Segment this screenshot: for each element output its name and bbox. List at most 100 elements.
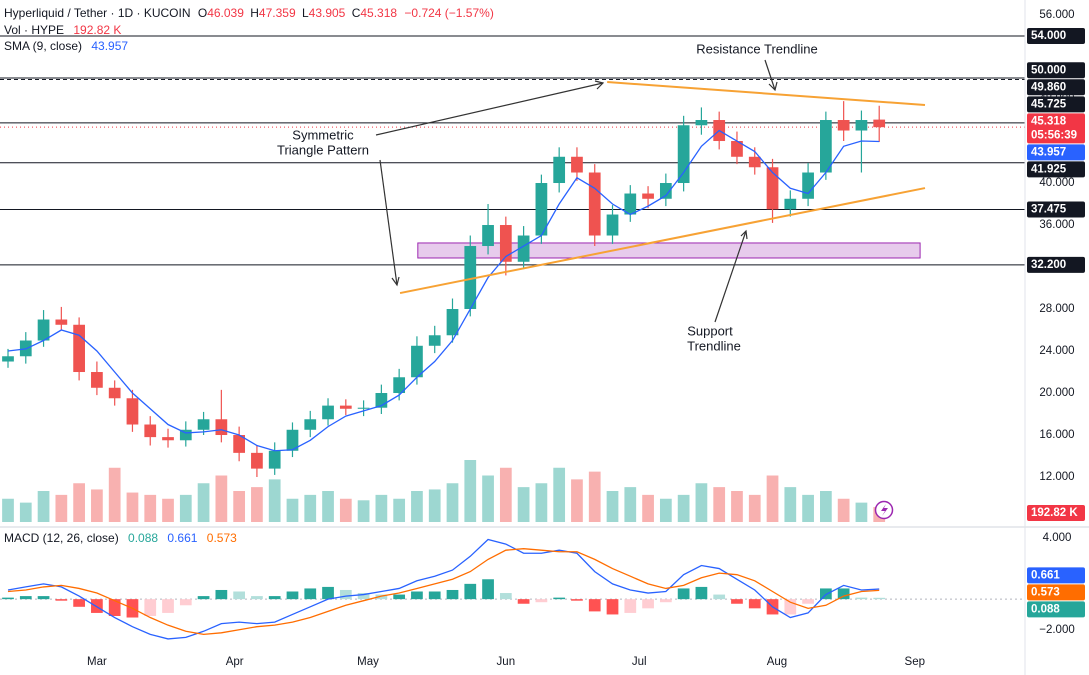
- macd-layer: [0, 538, 1025, 640]
- macd-histogram-bar: [446, 589, 459, 600]
- macd-histogram-bar: [802, 599, 814, 604]
- candle-body: [677, 125, 690, 184]
- candle-body: [375, 393, 388, 408]
- macd-histogram-bar: [339, 589, 352, 600]
- volume-bar: [588, 471, 601, 522]
- volume-bar: [748, 494, 761, 522]
- level-label: 50.000: [1031, 64, 1066, 76]
- macd-title: MACD (12, 26, close): [4, 531, 119, 545]
- candle-body: [233, 435, 246, 453]
- candles-layer: [2, 101, 886, 478]
- ohlc-letter: H: [250, 6, 259, 20]
- macd-histogram-bar: [713, 594, 726, 600]
- macd-histogram-bar: [2, 597, 14, 600]
- y-tick-label: 4.000: [1043, 532, 1072, 544]
- volume-bar: [411, 491, 423, 522]
- candle-body: [304, 419, 317, 430]
- macd-histogram-bar: [375, 594, 388, 600]
- ohlc-letter: O: [198, 6, 207, 20]
- macd-histogram-bar: [695, 586, 708, 600]
- y-tick-label: 40.000: [1039, 177, 1074, 189]
- macd-histogram-bar: [855, 597, 868, 600]
- candle-body: [588, 172, 601, 236]
- annotations: [375, 59, 778, 323]
- alert-icon[interactable]: [874, 500, 894, 520]
- macd-histogram-bar: [428, 591, 441, 600]
- candle-body: [731, 141, 743, 157]
- candle-body: [339, 405, 352, 409]
- macd-histogram-bar: [571, 599, 583, 601]
- trendline: [399, 187, 926, 295]
- arrow: [375, 82, 604, 136]
- volume-label: 192.82 K: [1031, 507, 1078, 519]
- change: −0.724 (−1.57%): [404, 6, 493, 20]
- macd-histogram-bar: [108, 599, 121, 616]
- sma-label: 43.957: [1031, 146, 1066, 158]
- candle-body: [446, 309, 459, 336]
- volume-bar: [37, 491, 50, 522]
- level-label: 37.475: [1031, 204, 1067, 216]
- volume-bar: [55, 494, 68, 522]
- macd-histogram-bar: [873, 597, 886, 600]
- level-label: 41.925: [1031, 163, 1067, 175]
- macd-histogram-bar: [179, 599, 192, 606]
- candle-body: [2, 356, 14, 362]
- candle-body: [659, 183, 672, 199]
- macd-histogram-bar: [784, 599, 797, 615]
- macd-label: 0.661: [1031, 569, 1060, 581]
- macd-histogram-bar: [535, 599, 548, 603]
- macd-histogram-bar: [659, 599, 672, 603]
- legend-line: SMA (9, close) 43.957: [4, 39, 128, 53]
- x-tick-label: Sep: [905, 656, 925, 668]
- volume-bar: [482, 475, 494, 522]
- volume-layer: [2, 460, 886, 522]
- candle-body: [464, 246, 477, 310]
- macd-histogram-bar: [731, 599, 743, 604]
- symbol-title: Hyperliquid / Tether · 1D · KUCOIN: [4, 6, 191, 20]
- annotation: Triangle Pattern: [277, 142, 369, 157]
- candle-body: [37, 319, 50, 341]
- macd-histogram-bar: [464, 583, 477, 600]
- macd-histogram-bar: [162, 599, 174, 613]
- volume-bar: [322, 491, 334, 522]
- annotation: Trendline: [687, 338, 741, 353]
- volume-bar: [446, 483, 459, 522]
- volume-bar: [820, 491, 832, 522]
- level-label: 32.200: [1031, 259, 1066, 271]
- arrow-head: [594, 80, 605, 90]
- candle-body: [91, 372, 103, 388]
- candle-body: [535, 183, 548, 236]
- volume-bar: [197, 483, 210, 522]
- volume-bar: [108, 467, 121, 522]
- macd-histogram-bar: [624, 599, 637, 613]
- candle-body: [766, 167, 779, 210]
- level-label-box: [1027, 201, 1085, 218]
- volume-bar: [624, 487, 637, 522]
- price-label-box: [1027, 113, 1085, 144]
- volume-bar: [19, 502, 32, 522]
- candle-body: [784, 198, 797, 210]
- macd-label: 0.573: [1031, 586, 1060, 598]
- volume-bar: [464, 460, 477, 522]
- candle-body: [393, 377, 406, 394]
- macd-histogram-bar: [837, 588, 850, 600]
- candle-body: [695, 120, 708, 126]
- y-tick-label: 28.000: [1039, 303, 1074, 315]
- macd-histogram-bar: [499, 593, 512, 600]
- y-tick-label: 12.000: [1039, 471, 1074, 483]
- candle-body: [126, 398, 139, 425]
- macd-histogram-bar: [286, 591, 299, 600]
- macd-histogram-bar: [357, 593, 370, 600]
- macd-histogram-bar: [37, 596, 50, 600]
- volume-bar: [517, 487, 530, 522]
- ohlc-letter: C: [352, 6, 361, 20]
- level-label-box: [1027, 79, 1085, 96]
- y-tick-label: 20.000: [1039, 387, 1074, 399]
- macd-label: 0.088: [1031, 603, 1060, 615]
- candle-body: [606, 214, 619, 236]
- candle-body: [553, 156, 566, 184]
- volume-bar: [802, 494, 814, 522]
- macd-histogram-bar: [251, 596, 263, 600]
- candle-body: [144, 424, 157, 438]
- zone-layer: [417, 242, 921, 259]
